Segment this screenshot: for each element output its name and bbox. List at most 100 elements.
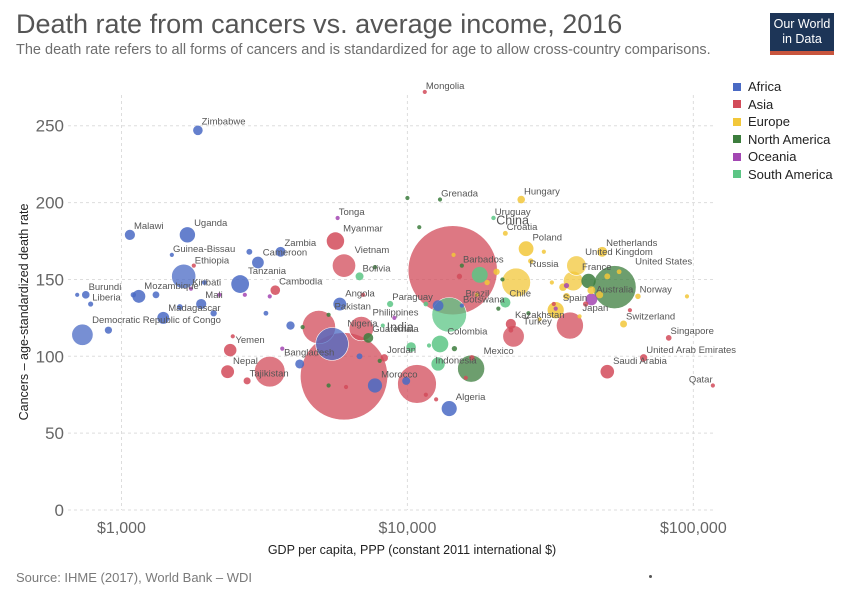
- data-point: [553, 306, 558, 311]
- data-point: [501, 267, 531, 298]
- data-point: [491, 215, 496, 221]
- point-label: Singapore: [671, 326, 714, 337]
- data-point: [387, 300, 394, 308]
- legend-swatch: [733, 135, 741, 144]
- data-point: [596, 291, 604, 299]
- point-label: Jordan: [387, 345, 416, 356]
- data-point: [152, 291, 160, 299]
- point-label: Guinea-Bissau: [173, 244, 235, 255]
- x-axis-label: GDP per capita, PPP (constant 2011 inter…: [267, 543, 557, 557]
- data-point: [528, 258, 534, 264]
- data-point: [71, 323, 94, 346]
- data-point: [254, 356, 286, 388]
- legend-item-oceania[interactable]: Oceania: [733, 148, 833, 166]
- data-point: [326, 383, 331, 388]
- data-point: [627, 308, 633, 313]
- data-point: [406, 342, 416, 352]
- point-label: Bolivia: [363, 263, 392, 274]
- legend-item-africa[interactable]: Africa: [733, 78, 833, 96]
- data-point: [217, 292, 222, 297]
- data-point: [402, 376, 411, 385]
- data-point: [355, 272, 364, 281]
- logo-line-1: Our World: [773, 17, 831, 31]
- data-point: [230, 334, 235, 339]
- legend-swatch: [733, 152, 741, 161]
- legend: Africa Asia Europe North America Oceania…: [733, 78, 833, 183]
- data-point: [326, 312, 331, 317]
- point-label: Morocco: [381, 369, 417, 380]
- data-point: [549, 280, 554, 285]
- data-point: [169, 252, 174, 257]
- y-tick-label: 250: [36, 117, 64, 136]
- legend-item-south-america[interactable]: South America: [733, 166, 833, 184]
- data-point: [88, 301, 94, 307]
- data-point: [423, 301, 429, 307]
- data-point: [377, 358, 382, 364]
- point-label: Nepal: [233, 356, 258, 367]
- data-point: [563, 292, 570, 300]
- point-label: Zimbabwe: [202, 117, 246, 128]
- legend-item-europe[interactable]: Europe: [733, 113, 833, 131]
- y-tick-label: 150: [36, 270, 64, 289]
- y-axis-label: Cancers – age-standardized death rate: [17, 203, 31, 421]
- point-label: Kiribati: [192, 278, 221, 289]
- data-point: [179, 227, 196, 243]
- point-label: Zambia: [285, 238, 317, 249]
- data-point: [380, 323, 385, 328]
- data-point: [210, 310, 217, 317]
- data-point: [280, 346, 285, 351]
- point-label: Mexico: [484, 346, 514, 357]
- y-tick-label: 200: [36, 194, 64, 213]
- data-point: [600, 364, 615, 379]
- point-label: Bangladesh: [284, 347, 334, 358]
- data-point: [432, 300, 444, 311]
- data-point: [526, 311, 531, 316]
- y-tick-label: 100: [36, 347, 64, 366]
- point-label: United States: [635, 257, 692, 268]
- data-point: [75, 292, 80, 297]
- data-point: [474, 292, 480, 297]
- owid-logo[interactable]: Our World in Data: [770, 13, 834, 55]
- data-point: [326, 232, 345, 250]
- point-label: Hungary: [524, 187, 560, 198]
- point-label: Croatia: [507, 222, 538, 233]
- data-point: [104, 326, 113, 334]
- data-point: [459, 263, 464, 268]
- point-label: Grenada: [441, 188, 479, 199]
- legend-swatch: [733, 170, 741, 179]
- data-point: [221, 365, 235, 379]
- point-label: Spain: [563, 293, 587, 304]
- data-point: [551, 301, 556, 307]
- data-point: [343, 384, 349, 390]
- point-label: India: [387, 321, 414, 335]
- legend-item-north-america[interactable]: North America: [733, 131, 833, 149]
- point-label: Australia: [596, 285, 634, 296]
- data-point: [124, 229, 135, 240]
- data-point: [132, 289, 146, 303]
- data-point: [493, 268, 500, 275]
- data-point: [616, 269, 622, 275]
- data-point: [665, 335, 672, 341]
- data-point: [684, 294, 690, 299]
- data-point: [502, 325, 525, 348]
- point-label: Kazakhstan: [515, 310, 565, 321]
- point-label: Myanmar: [343, 223, 383, 234]
- data-point: [361, 292, 366, 297]
- point-label: Burundi: [89, 282, 122, 293]
- data-point: [130, 292, 137, 298]
- legend-label: Asia: [748, 96, 774, 112]
- data-point: [456, 273, 463, 280]
- data-point: [193, 125, 203, 136]
- data-point: [363, 332, 374, 343]
- data-point: [405, 195, 410, 201]
- point-label: Tajikistan: [250, 368, 289, 379]
- point-label: Vietnam: [355, 245, 390, 256]
- point-label: Algeria: [456, 392, 486, 403]
- legend-item-asia[interactable]: Asia: [733, 96, 833, 114]
- point-label: Brazil: [466, 288, 490, 299]
- legend-label: Europe: [748, 114, 790, 130]
- data-point: [231, 275, 250, 293]
- point-label: Qatar: [689, 374, 713, 385]
- data-point: [451, 345, 458, 352]
- data-point: [500, 277, 505, 282]
